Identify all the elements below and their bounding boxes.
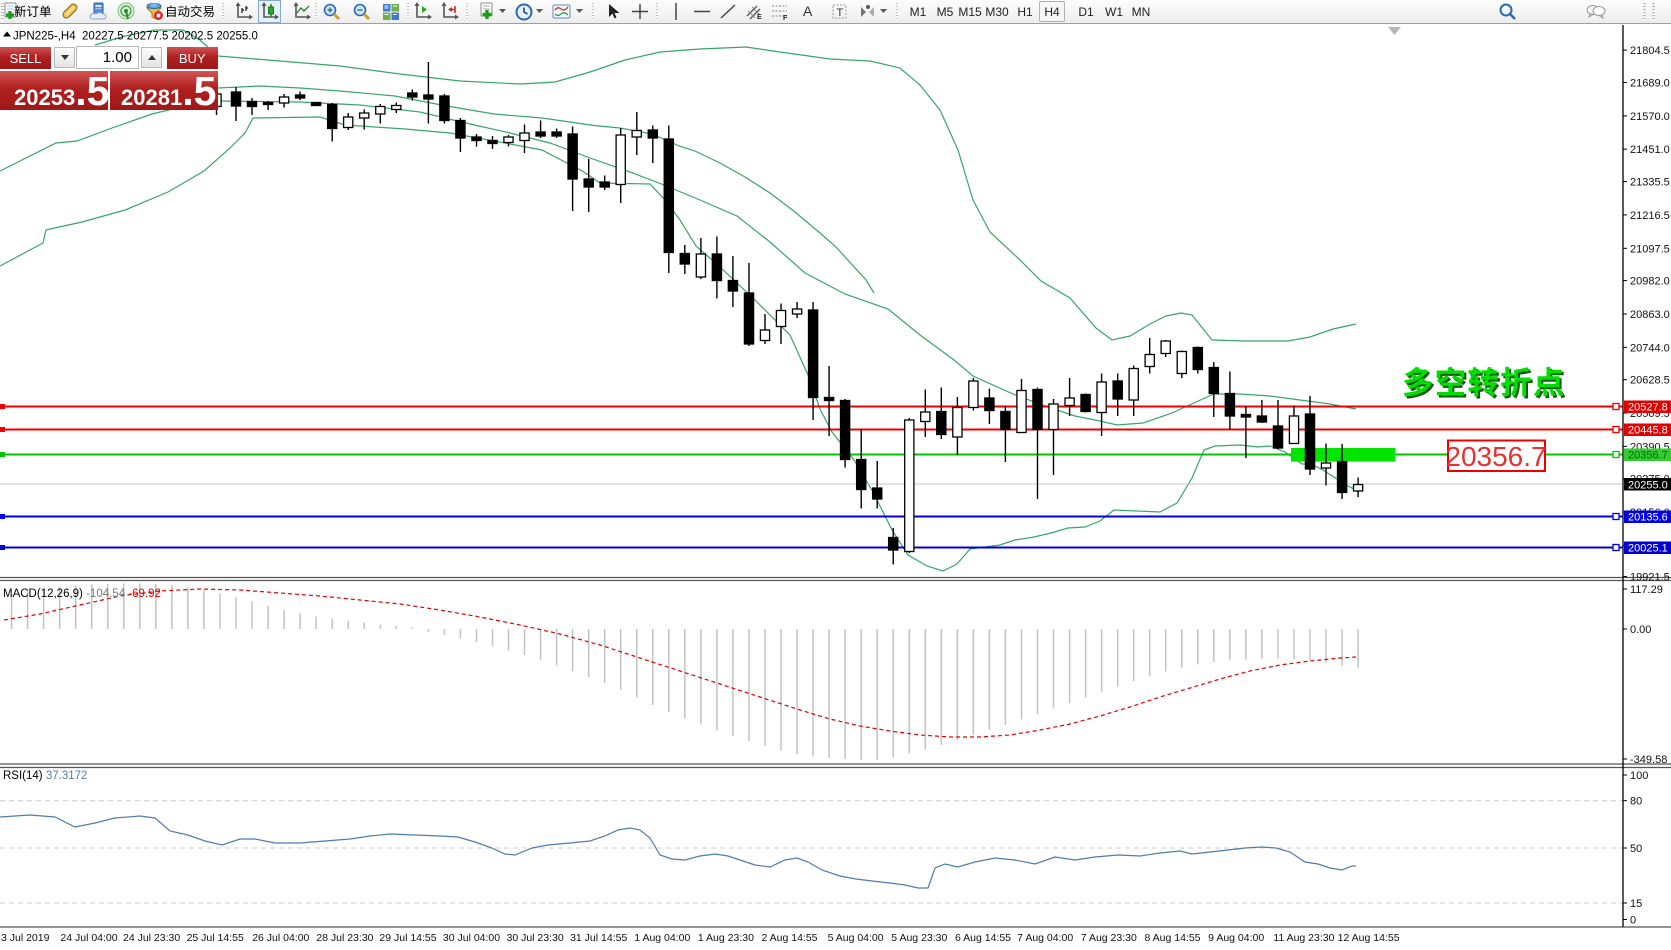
svg-text:20281.5: 20281.5 [121, 71, 216, 111]
svg-text:RSI(14) 37.3172: RSI(14) 37.3172 [3, 770, 87, 782]
svg-text:80: 80 [1630, 796, 1642, 808]
svg-text:0: 0 [1630, 915, 1636, 927]
svg-text:50: 50 [1630, 843, 1642, 855]
svg-text:21570.0: 21570.0 [1630, 111, 1670, 123]
svg-text:20356.7: 20356.7 [1445, 441, 1546, 472]
svg-text:31 Jul 14:55: 31 Jul 14:55 [570, 932, 627, 944]
svg-text:30 Jul 23:30: 30 Jul 23:30 [506, 932, 563, 944]
svg-text:20982.0: 20982.0 [1630, 276, 1670, 288]
svg-text:20135.6: 20135.6 [1628, 512, 1668, 524]
svg-text:7 Aug 04:00: 7 Aug 04:00 [1017, 932, 1073, 944]
svg-text:0.00: 0.00 [1630, 624, 1651, 636]
svg-text:-349.58: -349.58 [1630, 754, 1667, 766]
svg-text:25 Jul 14:55: 25 Jul 14:55 [187, 932, 244, 944]
svg-text:21451.0: 21451.0 [1630, 144, 1670, 156]
svg-text:117.29: 117.29 [1630, 584, 1663, 596]
svg-text:21216.5: 21216.5 [1630, 210, 1670, 222]
svg-text:19921.5: 19921.5 [1630, 572, 1670, 584]
svg-text:20628.5: 20628.5 [1630, 375, 1670, 387]
svg-text:F: F [783, 15, 788, 22]
svg-text:28 Jul 23:30: 28 Jul 23:30 [316, 932, 373, 944]
svg-text:30 Jul 04:00: 30 Jul 04:00 [443, 932, 500, 944]
svg-text:20744.0: 20744.0 [1630, 342, 1670, 354]
svg-text:7 Aug 23:30: 7 Aug 23:30 [1081, 932, 1137, 944]
svg-text:MACD(12,26,9) -104.54 -69.92: MACD(12,26,9) -104.54 -69.92 [3, 588, 161, 600]
svg-text:8 Aug 14:55: 8 Aug 14:55 [1144, 932, 1200, 944]
svg-text:21335.5: 21335.5 [1630, 177, 1670, 189]
svg-text:6 Aug 14:55: 6 Aug 14:55 [955, 932, 1011, 944]
svg-text:21689.0: 21689.0 [1630, 78, 1670, 90]
svg-text:JPN225-,H4 20227.5 20277.5 20: JPN225-,H4 20227.5 20277.5 20202.5 20255… [13, 31, 258, 43]
svg-text:20255.0: 20255.0 [1628, 480, 1668, 492]
svg-text:1 Aug 23:30: 1 Aug 23:30 [698, 932, 754, 944]
svg-text:E: E [757, 14, 762, 21]
svg-text:2 Aug 14:55: 2 Aug 14:55 [761, 932, 817, 944]
svg-text:1 Aug 04:00: 1 Aug 04:00 [634, 932, 690, 944]
svg-text:24 Jul 04:00: 24 Jul 04:00 [60, 932, 117, 944]
svg-text:100: 100 [1630, 770, 1648, 782]
svg-text:15: 15 [1630, 898, 1642, 910]
svg-text:3 Jul 2019: 3 Jul 2019 [1, 932, 50, 944]
svg-text:20356.7: 20356.7 [1628, 450, 1668, 462]
svg-text:20025.1: 20025.1 [1628, 543, 1668, 555]
svg-text:20253.5: 20253.5 [14, 71, 109, 111]
svg-text:11 Aug 23:30: 11 Aug 23:30 [1273, 932, 1334, 944]
svg-text:21097.5: 21097.5 [1630, 243, 1670, 255]
svg-text:26 Jul 04:00: 26 Jul 04:00 [252, 932, 309, 944]
svg-text:20863.0: 20863.0 [1630, 309, 1670, 321]
svg-text:12 Aug 14:55: 12 Aug 14:55 [1338, 932, 1400, 944]
svg-text:T: T [837, 7, 844, 19]
svg-text:20445.8: 20445.8 [1628, 425, 1668, 437]
svg-text:24 Jul 23:30: 24 Jul 23:30 [123, 932, 180, 944]
svg-text:9 Aug 04:00: 9 Aug 04:00 [1208, 932, 1264, 944]
svg-text:5 Aug 23:30: 5 Aug 23:30 [891, 932, 947, 944]
svg-text:29 Jul 14:55: 29 Jul 14:55 [379, 932, 436, 944]
svg-text:5 Aug 04:00: 5 Aug 04:00 [828, 932, 884, 944]
svg-text:21804.5: 21804.5 [1630, 45, 1670, 57]
svg-text:20527.8: 20527.8 [1628, 402, 1668, 414]
